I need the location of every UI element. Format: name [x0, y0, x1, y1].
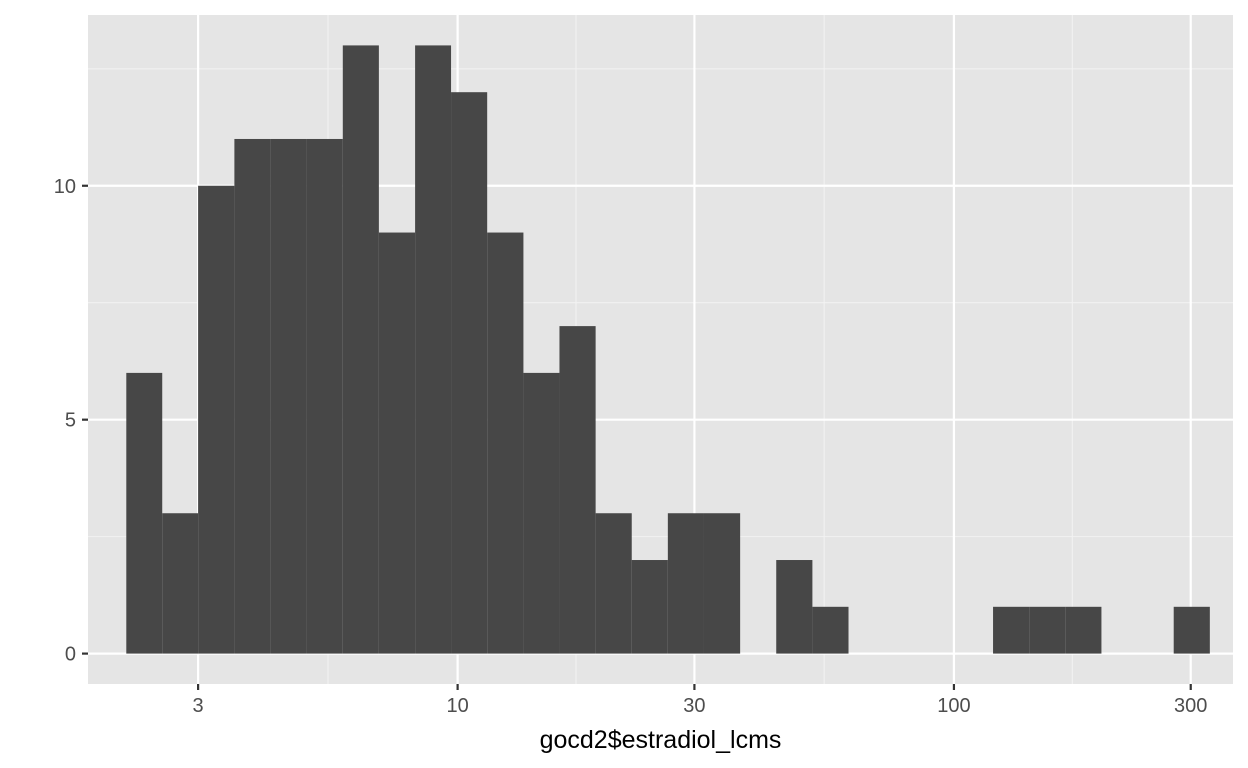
histogram-bar [1173, 606, 1210, 654]
y-tick-label: 5 [65, 410, 76, 432]
x-axis-title: gocd2$estradiol_lcms [540, 726, 782, 754]
histogram-bar [595, 513, 632, 654]
histogram-bar [812, 606, 849, 654]
histogram-bars [126, 45, 1210, 654]
histogram-bar [776, 560, 813, 654]
histogram-bar [703, 513, 741, 654]
x-tick-label: 300 [1174, 695, 1207, 717]
histogram-bar [378, 232, 416, 654]
y-tick-label: 10 [54, 176, 76, 198]
histogram-bar [523, 372, 560, 654]
histogram-bar [1029, 606, 1066, 654]
histogram-bar [306, 138, 343, 654]
histogram-bar [270, 138, 307, 654]
x-tick-label: 3 [193, 695, 204, 717]
histogram-bar [993, 606, 1030, 654]
histogram-bar [559, 326, 596, 654]
x-tick-label: 10 [446, 695, 468, 717]
y-axis: 0 5 10 [54, 176, 88, 666]
histogram-bar [198, 185, 235, 654]
histogram-bar [162, 513, 199, 654]
histogram-bar [667, 513, 704, 654]
x-tick-label: 30 [683, 695, 705, 717]
histogram-bar [234, 138, 271, 654]
histogram-bar [487, 232, 524, 654]
histogram-bar [631, 560, 668, 654]
histogram-bar [415, 45, 452, 654]
y-tick-label: 0 [65, 644, 76, 666]
x-tick-label: 100 [937, 695, 970, 717]
histogram-bar [1065, 606, 1102, 654]
histogram-bar [342, 45, 379, 654]
x-axis: 3 10 30 100 300 [193, 684, 1207, 717]
histogram-bar [126, 372, 163, 654]
histogram-bar [451, 92, 488, 654]
